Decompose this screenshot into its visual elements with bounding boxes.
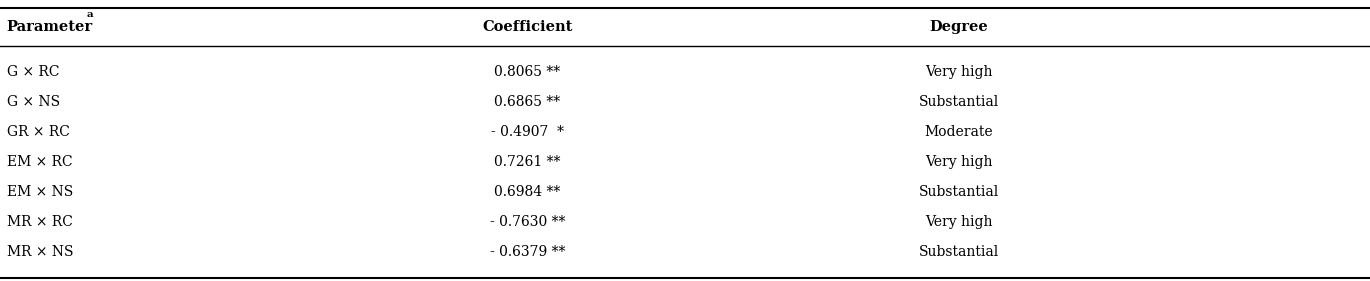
Text: Parameter: Parameter <box>7 20 93 34</box>
Text: 0.8065 **: 0.8065 ** <box>495 65 560 79</box>
Text: Very high: Very high <box>925 215 993 229</box>
Text: MR × NS: MR × NS <box>7 245 74 259</box>
Text: Substantial: Substantial <box>919 95 999 109</box>
Text: G × RC: G × RC <box>7 65 59 79</box>
Text: Very high: Very high <box>925 65 993 79</box>
Text: MR × RC: MR × RC <box>7 215 73 229</box>
Text: EM × NS: EM × NS <box>7 185 73 199</box>
Text: GR × RC: GR × RC <box>7 125 70 139</box>
Text: - 0.6379 **: - 0.6379 ** <box>489 245 566 259</box>
Text: Moderate: Moderate <box>925 125 993 139</box>
Text: Substantial: Substantial <box>919 245 999 259</box>
Text: 0.6984 **: 0.6984 ** <box>495 185 560 199</box>
Text: Substantial: Substantial <box>919 185 999 199</box>
Text: 0.6865 **: 0.6865 ** <box>495 95 560 109</box>
Text: - 0.4907  *: - 0.4907 * <box>490 125 564 139</box>
Text: 0.7261 **: 0.7261 ** <box>495 155 560 169</box>
Text: Very high: Very high <box>925 155 993 169</box>
Text: Coefficient: Coefficient <box>482 20 573 34</box>
Text: Degree: Degree <box>930 20 988 34</box>
Text: EM × RC: EM × RC <box>7 155 73 169</box>
Text: - 0.7630 **: - 0.7630 ** <box>489 215 566 229</box>
Text: G × NS: G × NS <box>7 95 60 109</box>
Text: a: a <box>86 10 93 19</box>
